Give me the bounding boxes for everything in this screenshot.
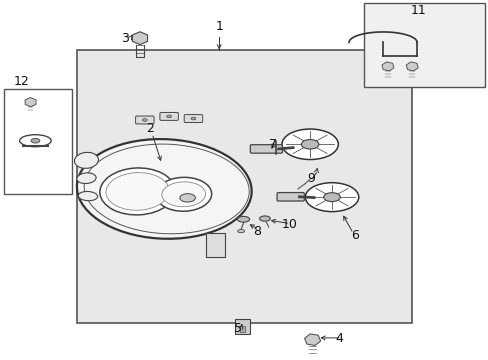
Text: 2: 2 bbox=[145, 122, 153, 135]
Ellipse shape bbox=[166, 115, 171, 118]
Text: 11: 11 bbox=[410, 4, 426, 17]
Ellipse shape bbox=[237, 216, 249, 222]
Ellipse shape bbox=[156, 177, 211, 211]
Ellipse shape bbox=[142, 119, 147, 121]
FancyBboxPatch shape bbox=[184, 114, 202, 122]
Ellipse shape bbox=[100, 168, 175, 215]
Text: 9: 9 bbox=[307, 172, 315, 185]
FancyBboxPatch shape bbox=[135, 116, 154, 124]
Ellipse shape bbox=[106, 172, 169, 210]
FancyBboxPatch shape bbox=[160, 112, 178, 120]
Ellipse shape bbox=[74, 152, 98, 168]
Bar bbox=[363, 3, 484, 87]
Text: 5: 5 bbox=[234, 322, 242, 335]
Ellipse shape bbox=[191, 117, 196, 120]
Ellipse shape bbox=[282, 129, 338, 159]
Ellipse shape bbox=[78, 192, 98, 201]
Text: 4: 4 bbox=[335, 333, 343, 346]
Ellipse shape bbox=[259, 216, 270, 221]
Bar bbox=[234, 319, 250, 334]
Text: 8: 8 bbox=[252, 225, 260, 238]
Ellipse shape bbox=[77, 139, 251, 239]
Text: 1: 1 bbox=[215, 20, 223, 33]
Text: 3: 3 bbox=[121, 32, 129, 45]
Ellipse shape bbox=[323, 193, 340, 202]
Ellipse shape bbox=[301, 140, 318, 149]
Text: 6: 6 bbox=[351, 229, 359, 242]
Bar bbox=[239, 326, 245, 332]
FancyBboxPatch shape bbox=[277, 193, 304, 201]
Ellipse shape bbox=[237, 230, 244, 233]
Ellipse shape bbox=[180, 194, 195, 202]
Ellipse shape bbox=[162, 182, 205, 207]
FancyBboxPatch shape bbox=[250, 145, 282, 153]
Bar bbox=[4, 89, 72, 194]
Text: 12: 12 bbox=[14, 75, 29, 88]
Ellipse shape bbox=[31, 138, 40, 143]
Text: 7: 7 bbox=[268, 138, 276, 151]
Bar bbox=[205, 233, 224, 257]
Ellipse shape bbox=[305, 183, 358, 212]
Ellipse shape bbox=[77, 173, 96, 184]
Bar bbox=[77, 50, 411, 323]
Text: 10: 10 bbox=[281, 218, 297, 231]
